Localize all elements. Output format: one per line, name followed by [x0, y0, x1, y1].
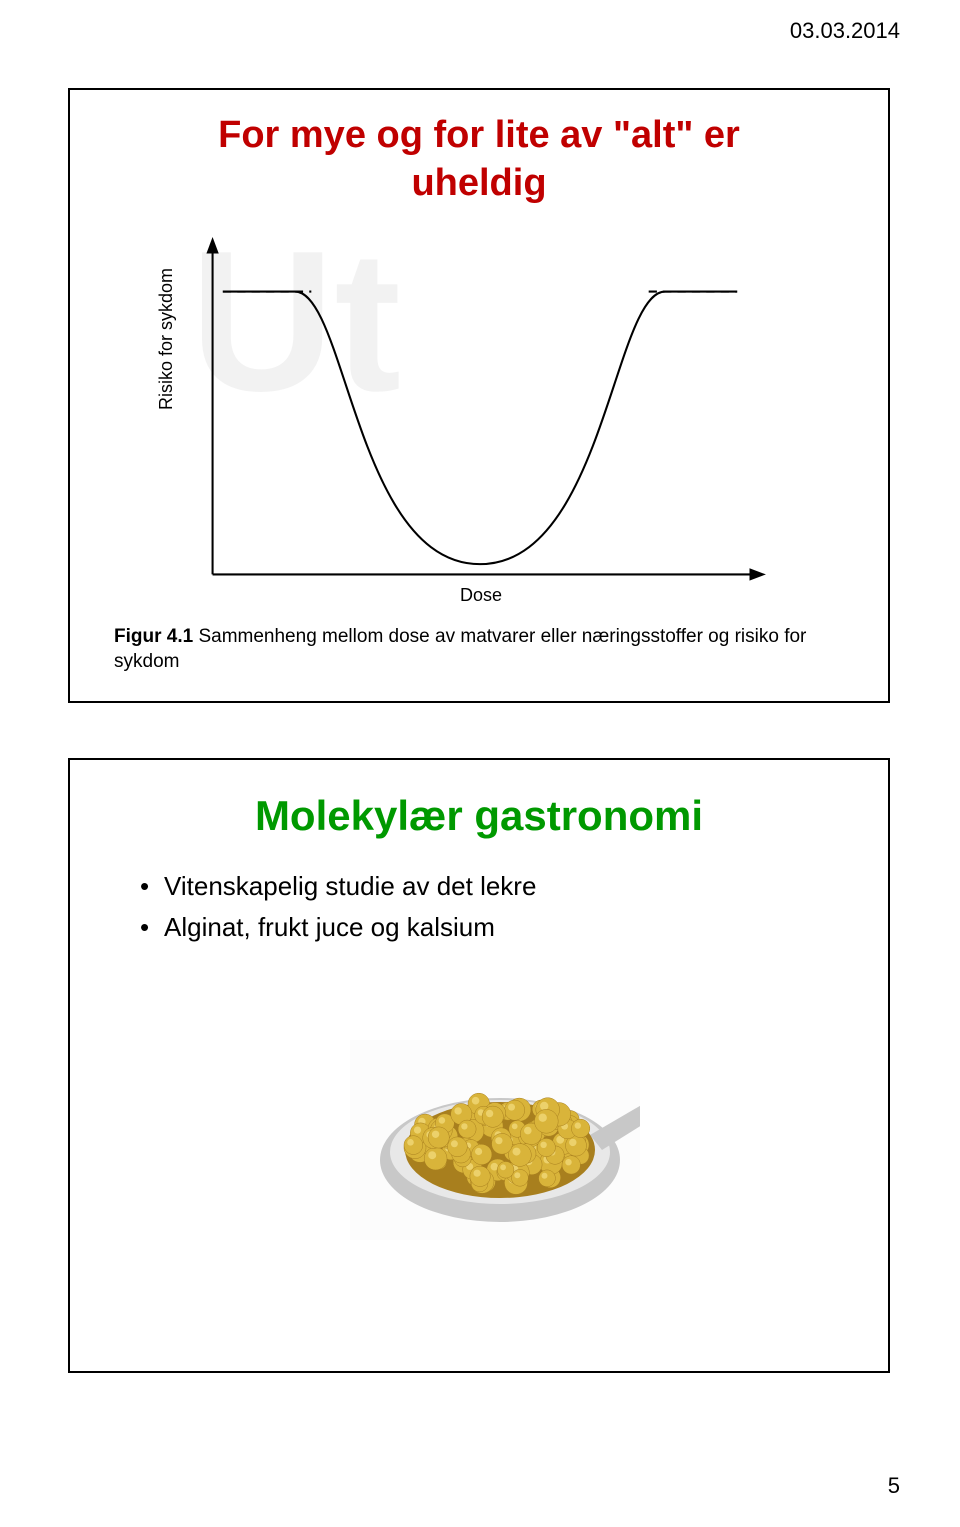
slide2-photo — [350, 1040, 640, 1240]
y-axis-arrow — [206, 237, 218, 253]
bullet-item: Alginat, frukt juce og kalsium — [140, 912, 888, 943]
slide1-title-line2: uheldig — [411, 162, 546, 204]
slide-1: For mye og for lite av "alt" er uheldig … — [68, 88, 890, 703]
chart-caption: Figur 4.1 Sammenheng mellom dose av matv… — [114, 624, 844, 675]
slide1-title-line1: For mye og for lite av "alt" er — [218, 114, 740, 156]
slide-2: Molekylær gastronomi Vitenskapelig studi… — [68, 758, 890, 1373]
dose-risk-chart — [180, 235, 780, 595]
slide2-title: Molekylær gastronomi — [70, 790, 888, 843]
slide1-title: For mye og for lite av "alt" er uheldig — [70, 112, 888, 207]
chart-xlabel: Dose — [460, 585, 502, 606]
chart-ylabel: Risiko for sykdom — [156, 268, 177, 410]
chart-curve — [223, 292, 737, 565]
chart-container — [180, 235, 780, 595]
x-axis-arrow — [749, 568, 765, 580]
caption-fig: Figur 4.1 — [114, 626, 193, 647]
page-number: 5 — [888, 1473, 900, 1499]
spoon-spheres-image — [350, 1040, 640, 1240]
caption-text: Sammenheng mellom dose av matvarer eller… — [114, 626, 806, 673]
bullet-item: Vitenskapelig studie av det lekre — [140, 871, 888, 902]
slide2-bullets: Vitenskapelig studie av det lekre Algina… — [140, 871, 888, 943]
page-date: 03.03.2014 — [790, 18, 900, 44]
